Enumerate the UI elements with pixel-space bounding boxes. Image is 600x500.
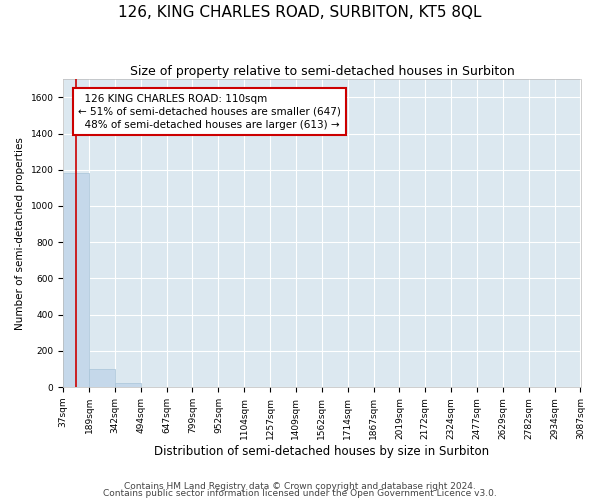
Bar xyxy=(63,174,89,387)
Bar xyxy=(89,369,115,387)
Y-axis label: Number of semi-detached properties: Number of semi-detached properties xyxy=(15,136,25,330)
Text: Contains HM Land Registry data © Crown copyright and database right 2024.: Contains HM Land Registry data © Crown c… xyxy=(124,482,476,491)
Bar xyxy=(115,384,141,387)
Text: 126 KING CHARLES ROAD: 110sqm
← 51% of semi-detached houses are smaller (647)
  : 126 KING CHARLES ROAD: 110sqm ← 51% of s… xyxy=(78,94,341,130)
Text: 126, KING CHARLES ROAD, SURBITON, KT5 8QL: 126, KING CHARLES ROAD, SURBITON, KT5 8Q… xyxy=(118,5,482,20)
X-axis label: Distribution of semi-detached houses by size in Surbiton: Distribution of semi-detached houses by … xyxy=(154,444,490,458)
Title: Size of property relative to semi-detached houses in Surbiton: Size of property relative to semi-detach… xyxy=(130,65,514,78)
Text: Contains public sector information licensed under the Open Government Licence v3: Contains public sector information licen… xyxy=(103,490,497,498)
